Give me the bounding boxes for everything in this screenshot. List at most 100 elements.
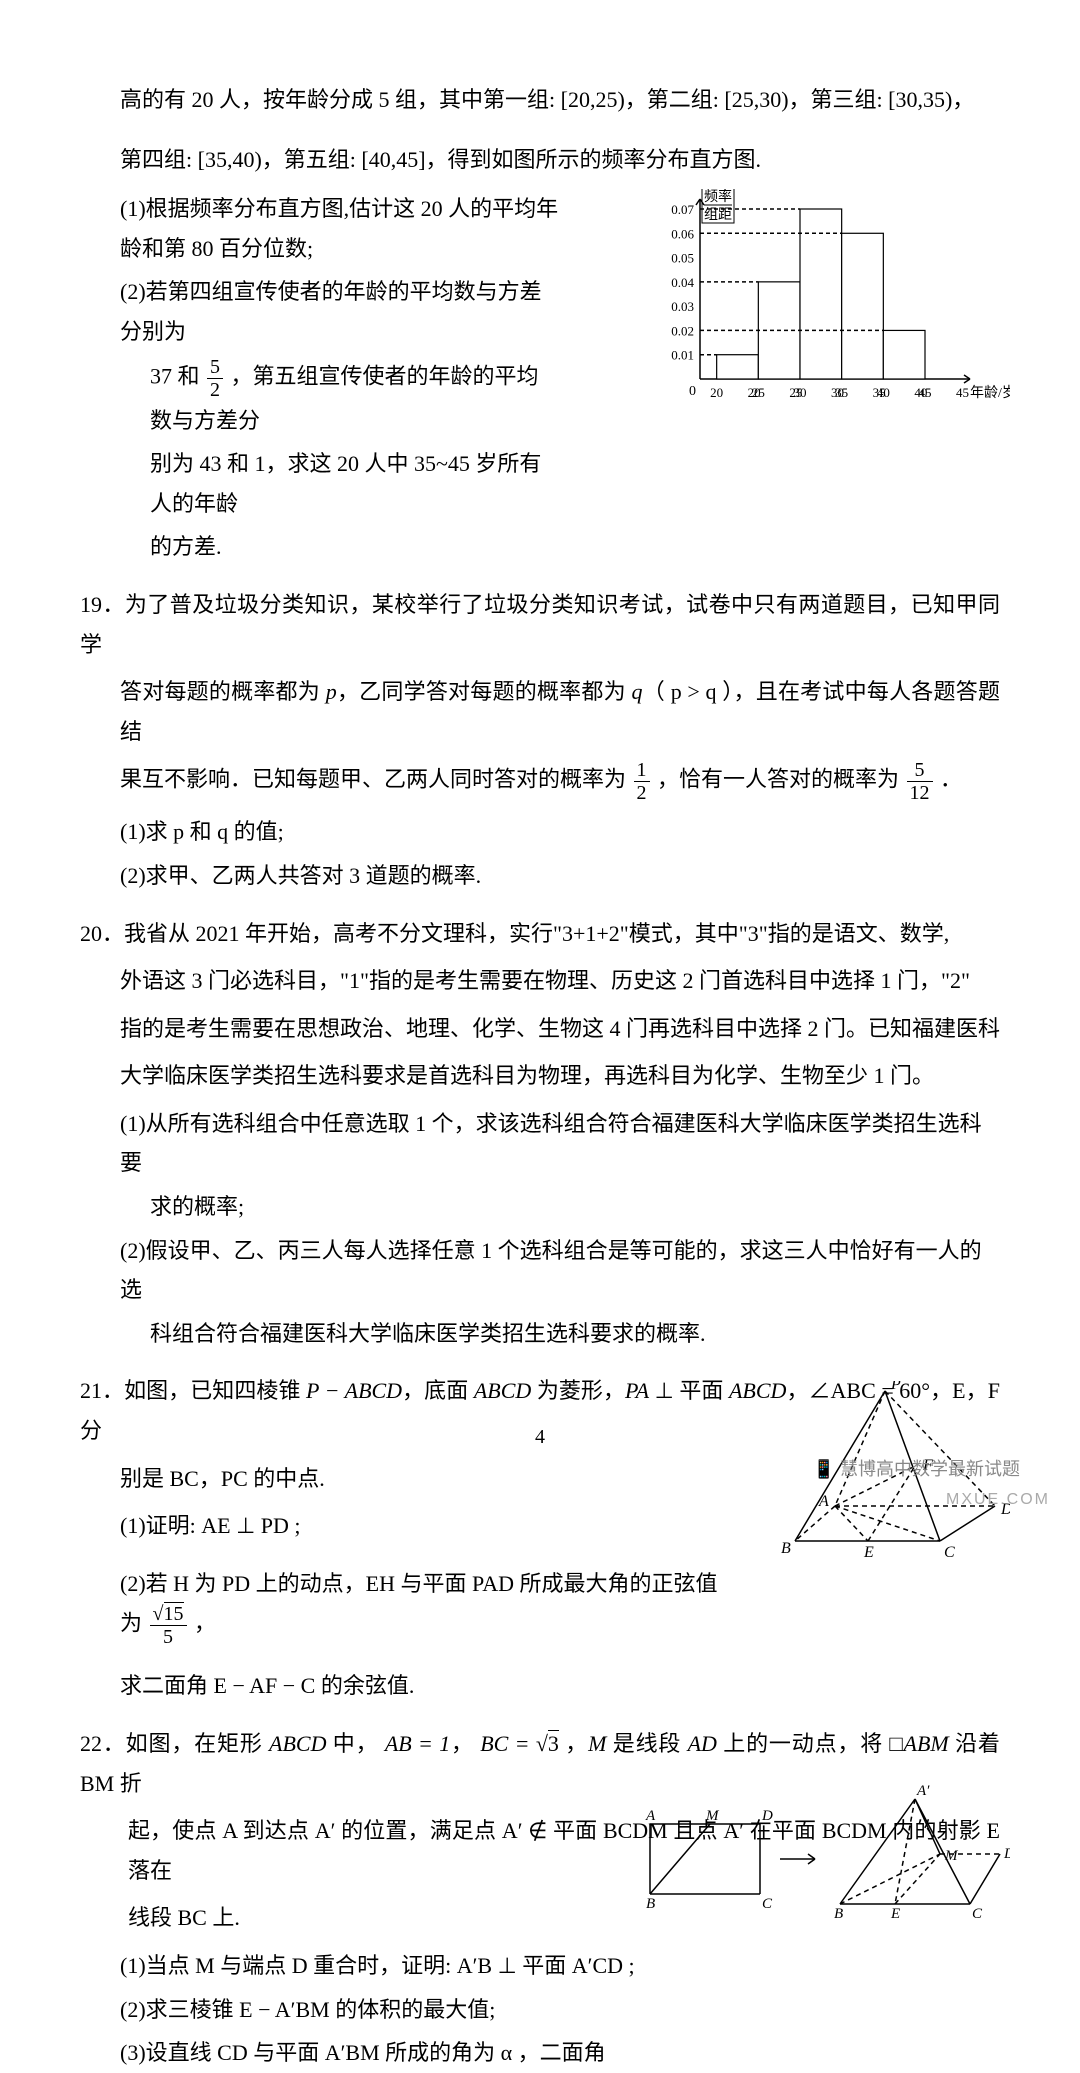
svg-text:0.02: 0.02 [671, 324, 694, 339]
q18-intro1: 高的有 20 人，按年龄分成 5 组，其中第一组: [20,25)，第二组: [… [80, 80, 1000, 120]
q19-l3-mid: ，恰有一人答对的概率为 [657, 767, 899, 792]
svg-text:M: M [705, 1808, 720, 1824]
q19-var-p: p [326, 679, 337, 704]
q19-l1: 为了普及垃圾分类知识，某校举行了垃圾分类知识考试，试卷中只有两道题目，已知甲同学 [80, 592, 1000, 657]
q22-l1-prefix: 如图，在矩形 [126, 1731, 269, 1756]
watermark-1: 📱 慧博高中数学最新试题 [813, 1453, 1020, 1485]
q19-l3-suffix: ． [940, 767, 962, 792]
q19-l2-paren: （ p > q ） [643, 679, 734, 704]
watermark-text: 慧博高中数学最新试题 [840, 1459, 1020, 1479]
svg-text:45: 45 [956, 385, 969, 400]
watermark-icon: 📱 [813, 1459, 835, 1479]
q19-sub2: (2)求甲、乙两人共答对 3 道题的概率. [80, 856, 1000, 896]
q22-bc-prefix: BC = [480, 1731, 536, 1756]
svg-text:A: A [818, 1493, 829, 1510]
q20-l1: 我省从 2021 年开始，高考不分文理科，实行"3+1+2"模式，其中"3"指的… [124, 921, 949, 946]
q20-sub2b: 科组合符合福建医科大学临床医学类招生选科要求的概率. [80, 1314, 1000, 1354]
frac-1-2: 12 [634, 759, 650, 804]
q22-sub3: (3)设直线 CD 与平面 A′BM 所成的角为 α ，二面角 [80, 2033, 640, 2073]
q19-line1: 19．为了普及垃圾分类知识，某校举行了垃圾分类知识考试，试卷中只有两道题目，已知… [80, 585, 1000, 664]
q20: 20．我省从 2021 年开始，高考不分文理科，实行"3+1+2"模式，其中"3… [80, 914, 1000, 1354]
q21-l1-m2: 为菱形， [531, 1378, 625, 1403]
q18-intro2: 第四组: [35,40)，第五组: [40,45]，得到如图所示的频率分布直方图… [80, 140, 1000, 180]
q22-l1-m3: 是线段 [606, 1731, 687, 1756]
svg-text:30: 30 [794, 385, 807, 400]
histogram: 频率组距0.010.020.030.040.050.060.0702025303… [630, 189, 1010, 409]
q22-m: M [588, 1731, 606, 1756]
q20-sub2a: (2)假设甲、乙、丙三人每人选择任意 1 个选科组合是等可能的，求这三人中恰好有… [80, 1231, 1000, 1310]
sqrt-3: √3 [536, 1730, 559, 1756]
q20-sub1a: (1)从所有选科组合中任意选取 1 个，求该选科组合符合福建医科大学临床医学类招… [80, 1104, 1000, 1183]
svg-text:40: 40 [877, 385, 890, 400]
q21-number: 21． [80, 1378, 124, 1403]
svg-text:0: 0 [689, 384, 696, 399]
svg-text:C: C [972, 1906, 983, 1922]
svg-text:频率: 频率 [704, 189, 732, 205]
q21-abcd: ABCD [474, 1378, 531, 1403]
q22-bc-mid: ， [559, 1731, 588, 1756]
frac-sqrt15-5: √155 [150, 1603, 187, 1648]
svg-text:年龄/岁: 年龄/岁 [970, 385, 1010, 401]
svg-text:D: D [761, 1808, 773, 1824]
page-content: 高的有 20 人，按年龄分成 5 组，其中第一组: [20,25)，第二组: [… [80, 80, 1000, 2073]
q21-l1-prefix: 如图，已知四棱锥 [124, 1378, 306, 1403]
q21-pabcd: P − ABCD [306, 1378, 402, 1403]
q18-sub2b: 37 和 52 ，第五组宣传使者的年龄的平均数与方差分 [80, 356, 560, 441]
svg-text:A: A [645, 1808, 656, 1824]
q18-sub1: (1)根据频率分布直方图,估计这 20 人的平均年龄和第 80 百分位数; [80, 189, 560, 268]
q22-sub2: (2)求三棱锥 E − A′BM 的体积的最大值; [80, 1990, 640, 2030]
q19-l2-prefix: 答对每题的概率都为 [120, 679, 326, 704]
q20-line4: 大学临床医学类招生选科要求是首选科目为物理，再选科目为化学、生物至少 1 门。 [80, 1056, 1000, 1096]
svg-text:B: B [646, 1896, 655, 1912]
q20-sub1b: 求的概率; [80, 1187, 1000, 1227]
svg-text:0.04: 0.04 [671, 275, 694, 290]
q19: 19．为了普及垃圾分类知识，某校举行了垃圾分类知识考试，试卷中只有两道题目，已知… [80, 585, 1000, 896]
q21-sub2: (2)若 H 为 PD 上的动点，EH 与平面 PAD 所成最大角的正弦值为 √… [80, 1564, 720, 1649]
fold-figure: ADBCMBCDMA′E [640, 1784, 1010, 1924]
q22-number: 22． [80, 1731, 126, 1756]
q20-line3: 指的是考生需要在思想政治、地理、化学、生物这 4 门再选科目中选择 2 门。已知… [80, 1009, 1000, 1049]
svg-text:20: 20 [710, 385, 723, 400]
svg-text:25: 25 [752, 385, 765, 400]
q21-abcd2: ABCD [729, 1378, 786, 1403]
q21-pa: PA [625, 1378, 649, 1403]
svg-text:C: C [762, 1896, 773, 1912]
q19-l3-prefix: 果互不影响．已知每题甲、乙两人同时答对的概率为 [120, 767, 626, 792]
page-number: 4 [535, 1419, 545, 1455]
svg-text:M: M [944, 1848, 959, 1864]
q18: 高的有 20 人，按年龄分成 5 组，其中第一组: [20,25)，第二组: [… [80, 80, 1000, 567]
svg-text:45: 45 [919, 385, 932, 400]
q19-number: 19． [80, 592, 125, 617]
q19-sub1: (1)求 p 和 q 的值; [80, 812, 1000, 852]
q18-sub2a: (2)若第四组宣传使者的年龄的平均数与方差分别为 [80, 272, 560, 351]
q22-abm: ABM [904, 1731, 949, 1756]
svg-text:0.03: 0.03 [671, 299, 694, 314]
q22: 22．如图，在矩形 ABCD 中， AB = 1， BC = √3 ，M 是线段… [80, 1724, 1000, 2073]
q18-sub2d: 的方差. [80, 527, 560, 567]
svg-text:C: C [944, 1544, 955, 1561]
watermark-2: MXUE.COM [946, 1486, 1050, 1515]
svg-text:0.07: 0.07 [671, 202, 694, 217]
svg-text:0.01: 0.01 [671, 348, 694, 363]
q22-sub1: (1)当点 M 与端点 D 重合时，证明: A′B ⊥ 平面 A′CD ; [80, 1946, 640, 1986]
svg-text:0.06: 0.06 [671, 226, 694, 241]
q22-ad: AD [688, 1731, 717, 1756]
svg-text:E: E [890, 1906, 900, 1922]
q22-abcd: ABCD [269, 1731, 326, 1756]
frac-5-12: 512 [907, 759, 933, 804]
svg-text:A′: A′ [916, 1784, 930, 1799]
svg-text:P: P [890, 1381, 901, 1393]
q21-sub2-suffix: ， [194, 1611, 216, 1636]
q22-l1-m2: ， [450, 1731, 480, 1756]
q18-sub2b-prefix: 37 和 [150, 363, 200, 388]
svg-text:B: B [834, 1906, 843, 1922]
q20-line1: 20．我省从 2021 年开始，高考不分文理科，实行"3+1+2"模式，其中"3… [80, 914, 1000, 954]
q19-line3: 果互不影响．已知每题甲、乙两人同时答对的概率为 12 ，恰有一人答对的概率为 5… [80, 759, 1000, 804]
q22-l1-m4: 上的一动点，将 □ [717, 1731, 904, 1756]
q19-l2-mid: ，乙同学答对每题的概率都为 [337, 679, 632, 704]
q21-l1-m1: ，底面 [402, 1378, 474, 1403]
svg-text:35: 35 [835, 385, 848, 400]
q20-line2: 外语这 3 门必选科目，"1"指的是考生需要在物理、历史这 2 门首选科目中选择… [80, 961, 1000, 1001]
q21-perp: ⊥ 平面 [649, 1378, 729, 1403]
q18-sub2c: 别为 43 和 1，求这 20 人中 35~45 岁所有人的年龄 [80, 444, 560, 523]
